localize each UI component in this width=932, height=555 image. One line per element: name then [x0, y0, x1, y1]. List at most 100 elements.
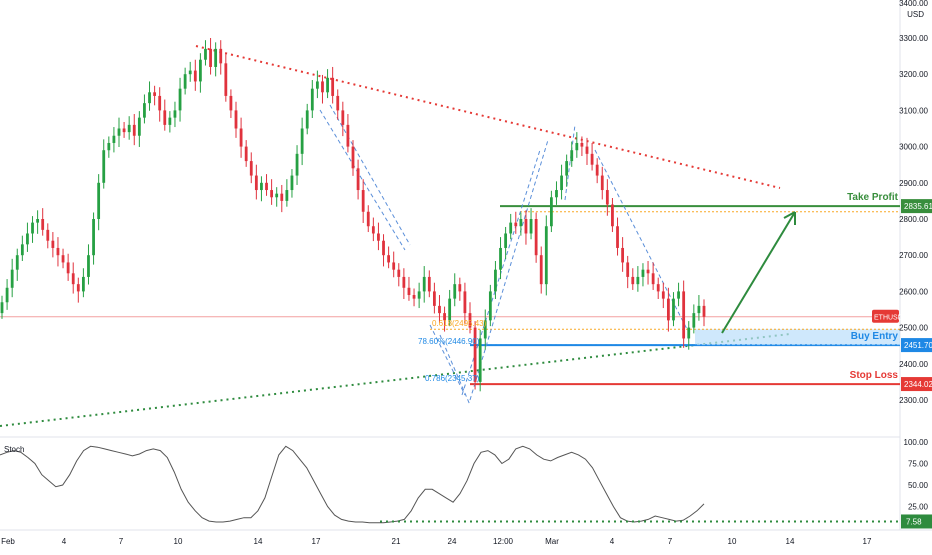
candle [534, 212, 538, 263]
candle-body [626, 262, 630, 277]
candle-body [346, 124, 350, 147]
candle [163, 99, 167, 131]
candle [524, 210, 528, 245]
harmonic-pattern-line [564, 124, 576, 201]
price-badge-text: 2451.70 [904, 341, 932, 350]
candle-body [188, 70, 192, 75]
candle-body [46, 229, 50, 241]
candle [702, 299, 706, 327]
candle [458, 277, 462, 301]
candle-body [453, 284, 457, 299]
candle [97, 174, 101, 231]
candle [468, 302, 472, 334]
buy-entry-zone [695, 329, 900, 346]
candle [346, 114, 350, 153]
candle [137, 111, 141, 147]
candle [605, 179, 609, 216]
candle-body [326, 77, 329, 93]
candle-body [219, 48, 223, 64]
candle [570, 141, 574, 167]
candle [590, 142, 594, 171]
harmonic-pattern-line [319, 109, 406, 251]
candle [341, 101, 345, 137]
candle-body [483, 320, 487, 339]
projection-arrow-line [721, 211, 796, 334]
candle-body [41, 219, 45, 230]
candle-body [672, 298, 675, 321]
candle [580, 136, 584, 157]
candle [407, 276, 411, 301]
price-badge-text: 2344.02 [904, 380, 932, 389]
candle [153, 85, 157, 106]
candle-body [214, 48, 218, 67]
candle-body [148, 92, 151, 104]
candle [321, 74, 324, 104]
candle [270, 179, 274, 205]
candle [651, 262, 655, 290]
stoch-y-tick-label: 50.00 [908, 481, 929, 490]
x-tick-label: 17 [312, 537, 321, 546]
candle-body [646, 269, 650, 274]
candle [646, 260, 650, 285]
candle-body [249, 161, 253, 176]
candle [371, 217, 375, 242]
candle [549, 190, 553, 233]
candle [15, 248, 19, 281]
candle [331, 66, 335, 104]
x-tick-label: Feb [1, 537, 15, 546]
candle [275, 187, 279, 207]
candle [478, 329, 482, 392]
candle [265, 174, 268, 196]
candle-body [92, 219, 95, 256]
candle-body [26, 233, 29, 245]
candle [443, 306, 446, 332]
candle-body [366, 211, 370, 227]
candle-body [173, 110, 177, 118]
candle [234, 101, 238, 138]
candle-body [677, 291, 680, 299]
candle [611, 198, 614, 233]
x-tick-label: 4 [610, 537, 615, 546]
candle [87, 244, 90, 285]
candle [168, 111, 172, 133]
candle [71, 262, 75, 294]
candle-body [448, 298, 452, 321]
candle [61, 248, 65, 269]
candle [448, 289, 452, 327]
candle [92, 212, 95, 265]
candle [310, 79, 314, 119]
candle-body [143, 103, 146, 118]
candle-body [407, 287, 411, 296]
candle-body [417, 291, 421, 299]
candle [438, 295, 441, 323]
candle-body [117, 128, 121, 136]
candle-body [315, 81, 319, 89]
candle-body [631, 276, 635, 285]
candle [51, 232, 55, 258]
candle [509, 213, 513, 240]
candle [666, 287, 670, 332]
price-badge [901, 199, 932, 214]
candle-body [290, 175, 294, 191]
candle [66, 253, 70, 281]
candle-body [560, 175, 563, 191]
candle-body [539, 255, 543, 285]
candle [285, 179, 289, 207]
candle [636, 266, 640, 292]
candle-body [473, 327, 477, 382]
candle-body [265, 182, 268, 191]
candle-body [412, 295, 416, 299]
candle-body [392, 262, 396, 270]
candle [529, 208, 533, 240]
candle [488, 284, 492, 327]
candle-body [321, 81, 324, 93]
x-tick-label: 14 [254, 537, 263, 546]
price-badge [901, 338, 932, 353]
candle [36, 210, 40, 234]
y-tick-label: 2800.00 [899, 215, 928, 224]
candle-body [260, 182, 263, 191]
candle-body [438, 305, 441, 314]
y-tick-label: 3100.00 [899, 106, 928, 115]
candle-body [463, 291, 467, 314]
candle-body [168, 117, 172, 125]
